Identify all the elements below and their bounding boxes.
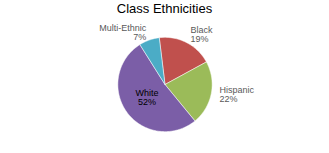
- svg-text:Multi-Ethnic7%: Multi-Ethnic7%: [99, 23, 147, 42]
- html-text:Class Ethnicities: Class Ethnicities: [116, 1, 213, 16]
- svg-text:Hispanic22%: Hispanic22%: [220, 85, 255, 104]
- svg-text:White52%: White52%: [135, 88, 158, 107]
- svg-text:Black19%: Black19%: [190, 25, 213, 44]
